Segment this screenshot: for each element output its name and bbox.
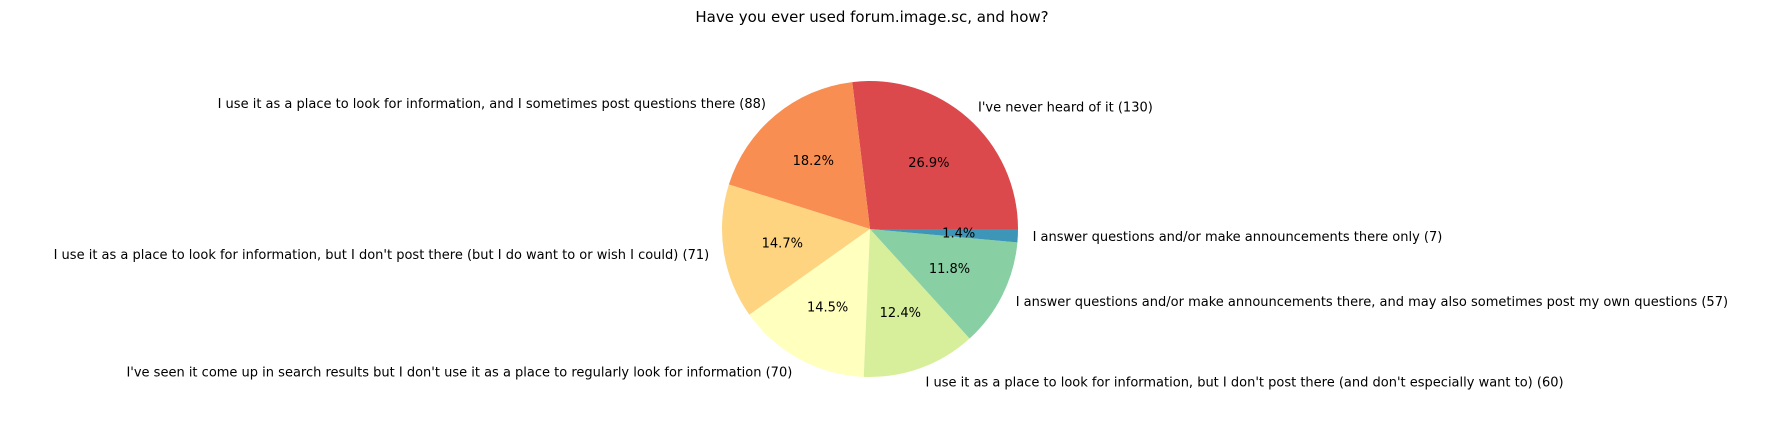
slice-label: I use it as a place to look for informat… [54, 248, 710, 263]
percent-labels: 26.9% 18.2% 14.7% 14.5% 12.4% 11.8% 1.4% [762, 154, 976, 321]
slice-label: I've seen it come up in search results b… [126, 366, 792, 381]
slice-percent: 12.4% [880, 306, 921, 321]
slice-percent: 26.9% [908, 156, 949, 171]
pie-slice [863, 229, 970, 377]
pie-slice [870, 229, 1018, 339]
pie-slice [728, 82, 870, 229]
slice-label: I use it as a place to look for informat… [218, 97, 766, 112]
slice-label: I've never heard of it (130) [978, 101, 1153, 116]
slice-percent: 18.2% [793, 154, 834, 169]
slice-label: I use it as a place to look for informat… [926, 376, 1564, 391]
slice-percent: 11.8% [929, 262, 970, 277]
slice-percent: 14.5% [807, 301, 848, 316]
slice-percent: 1.4% [942, 227, 975, 242]
pie-slices [721, 81, 1018, 377]
slice-labels: I've never heard of it (130) I use it as … [54, 97, 1728, 390]
chart-title: Have you ever used forum.image.sc, and h… [695, 8, 1048, 26]
slice-percent: 14.7% [762, 236, 803, 251]
pie-slice [852, 81, 1018, 230]
pie-slice [749, 229, 870, 377]
pie-slice [870, 229, 1018, 243]
slice-label: I answer questions and/or make announcem… [1033, 230, 1443, 245]
slice-label: I answer questions and/or make announcem… [1016, 295, 1728, 310]
pie-slice [721, 184, 870, 315]
